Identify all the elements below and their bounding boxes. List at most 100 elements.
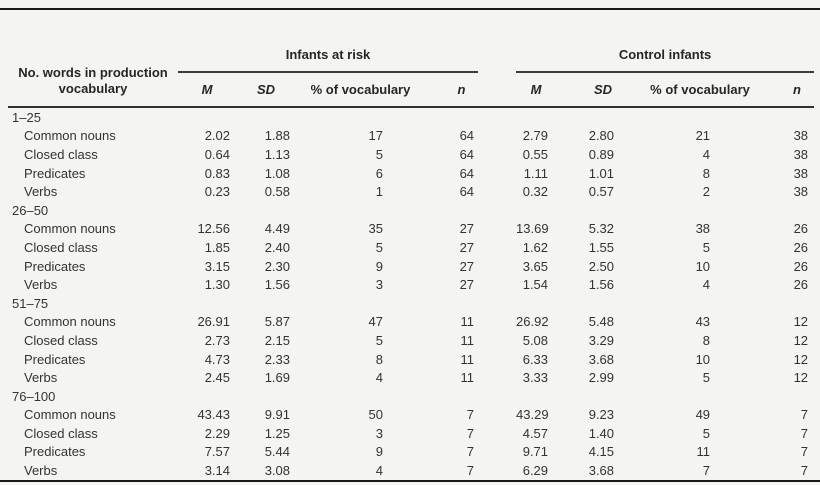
cell-n-risk: 64 (459, 146, 475, 162)
cell-pct-control: 5 (702, 239, 711, 255)
cell-pct-control: 49 (695, 407, 711, 423)
group-gap (478, 461, 516, 480)
group-gap (478, 424, 516, 443)
table-row: Predicates 3.15 2.30 9 27 3.65 2.50 10 26 (8, 257, 814, 276)
cell-m-control: 2.79 (522, 128, 549, 144)
cell-m-control: 3.33 (522, 370, 549, 386)
cell-n-control: 7 (800, 463, 809, 479)
stub-header: No. words in production vocabulary (8, 10, 178, 108)
cell-m-risk: 2.45 (204, 370, 230, 386)
cell-sd-control: 3.29 (588, 332, 615, 348)
row-label: Verbs (24, 184, 58, 200)
cell-m-risk: 43.43 (197, 407, 230, 423)
table-header: No. words in production vocabulary Infan… (8, 10, 815, 108)
cell-pct-risk: 17 (368, 128, 383, 144)
cell-m-risk: 2.02 (204, 128, 230, 144)
cell-m-control: 5.08 (522, 332, 549, 348)
group-gap (478, 443, 516, 462)
cell-n-control: 26 (793, 277, 809, 293)
cell-n-control: 38 (793, 184, 809, 200)
table-row: Common nouns 26.91 5.87 47 11 26.92 5.48 43 12 (8, 313, 814, 332)
cell-m-risk: 3.15 (204, 258, 230, 274)
group-gap (478, 331, 516, 350)
cell-sd-control: 5.48 (588, 314, 615, 330)
cell-n-control: 26 (793, 239, 809, 255)
group-gap (478, 72, 517, 108)
cell-sd-risk: 1.56 (264, 277, 290, 293)
group-gap (478, 10, 516, 72)
cell-pct-control: 38 (695, 221, 711, 237)
cell-m-risk: 1.85 (204, 239, 230, 255)
cell-n-control: 26 (793, 258, 809, 274)
cell-pct-risk: 8 (375, 351, 383, 367)
cell-m-risk: 2.73 (204, 332, 230, 348)
group-gap (478, 257, 516, 276)
cell-pct-risk: 9 (375, 258, 383, 274)
vocabulary-table: No. words in production vocabulary Infan… (8, 10, 815, 480)
table-bottom-rule (0, 480, 820, 482)
cell-n-risk: 64 (459, 184, 475, 200)
cell-m-risk: 4.73 (204, 351, 230, 367)
group-gap (478, 238, 516, 257)
section-label: 1–25 (12, 109, 41, 125)
cell-pct-control: 4 (702, 277, 711, 293)
cell-n-control: 26 (793, 221, 809, 237)
column-header-n-risk: n (425, 72, 479, 108)
cell-n-risk: 11 (460, 351, 475, 367)
table-row: Closed class 2.73 2.15 5 11 5.08 3.29 8 12 (8, 331, 814, 350)
cell-m-control: 43.29 (516, 407, 549, 423)
cell-n-control: 38 (793, 128, 809, 144)
cell-pct-risk: 1 (375, 184, 383, 200)
cell-m-risk: 0.83 (204, 165, 230, 181)
cell-pct-risk: 4 (375, 370, 383, 386)
cell-sd-risk: 2.40 (264, 239, 290, 255)
table-row: Verbs 1.30 1.56 3 27 1.54 1.56 4 26 (8, 275, 814, 294)
cell-pct-control: 5 (702, 425, 711, 441)
row-label: Predicates (24, 165, 86, 181)
cell-sd-risk: 1.69 (264, 370, 290, 386)
cell-pct-control: 4 (702, 146, 711, 162)
cell-m-control: 3.65 (522, 258, 549, 274)
cell-n-risk: 7 (466, 407, 475, 423)
cell-pct-control: 8 (702, 332, 711, 348)
cell-m-control: 1.62 (522, 239, 549, 255)
cell-pct-risk: 9 (375, 444, 383, 460)
cell-pct-control: 8 (702, 165, 711, 181)
cell-m-risk: 7.57 (204, 444, 230, 460)
section-label: 51–75 (12, 295, 49, 311)
cell-m-control: 6.33 (522, 351, 549, 367)
cell-pct-control: 10 (695, 258, 711, 274)
row-label: Verbs (24, 463, 58, 479)
cell-sd-control: 1.56 (588, 277, 615, 293)
row-label: Common nouns (24, 314, 116, 330)
table-row: Verbs 3.14 3.08 4 7 6.29 3.68 7 7 (8, 461, 814, 480)
cell-n-control: 7 (800, 425, 809, 441)
cell-sd-risk: 1.08 (264, 165, 290, 181)
column-header-m-risk: M (178, 72, 236, 108)
row-label: Closed class (24, 239, 98, 255)
column-header-pct-control: % of vocabulary (634, 72, 767, 108)
cell-pct-risk: 3 (375, 277, 383, 293)
cell-n-risk: 64 (459, 128, 475, 144)
table-row: Predicates 7.57 5.44 9 7 9.71 4.15 11 7 (8, 443, 814, 462)
cell-pct-risk: 50 (368, 407, 383, 423)
cell-sd-control: 1.01 (588, 165, 615, 181)
group-gap (478, 350, 516, 369)
stub-header-line1: No. words in production (18, 65, 168, 80)
cell-n-risk: 7 (466, 444, 475, 460)
column-header-n-control: n (766, 72, 815, 108)
cell-sd-control: 9.23 (588, 407, 615, 423)
cell-pct-control: 43 (695, 314, 711, 330)
section-row: 26–50 (8, 201, 814, 220)
cell-sd-risk: 1.88 (264, 128, 290, 144)
row-label: Closed class (24, 146, 98, 162)
cell-sd-control: 3.68 (588, 351, 615, 367)
table-top-rule (0, 8, 820, 10)
row-label: Common nouns (24, 221, 116, 237)
cell-m-control: 1.54 (522, 277, 549, 293)
table-row: Closed class 0.64 1.13 5 64 0.55 0.89 4 38 (8, 145, 814, 164)
section-row: 76–100 (8, 387, 814, 406)
table-row: Predicates 0.83 1.08 6 64 1.11 1.01 8 38 (8, 164, 814, 183)
table-row: Closed class 1.85 2.40 5 27 1.62 1.55 5 26 (8, 238, 814, 257)
cell-n-control: 7 (800, 407, 809, 423)
